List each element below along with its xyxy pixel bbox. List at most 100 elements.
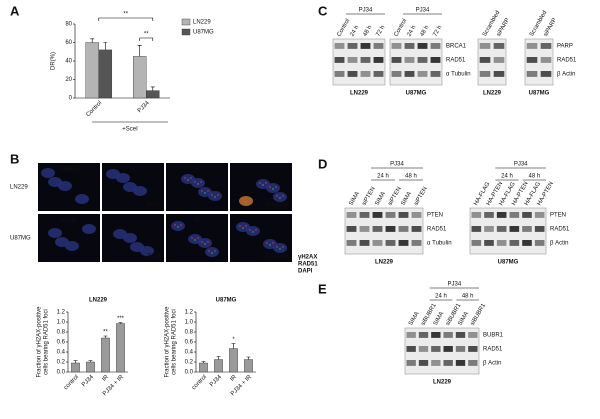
- blot-frame: [344, 207, 424, 255]
- nucleus: [48, 228, 62, 238]
- legend-label: RAD51: [298, 262, 318, 268]
- error-bar: [150, 86, 155, 91]
- bar: [199, 362, 208, 373]
- bar: [214, 359, 223, 373]
- tile-label: PJ34: [147, 203, 161, 209]
- focus: [249, 229, 251, 231]
- y-tick-label: 0.2: [57, 360, 66, 366]
- nucleus: [239, 196, 253, 206]
- band: [385, 212, 396, 218]
- band: [360, 71, 371, 77]
- tile-label: PJ34+IR: [266, 254, 290, 260]
- header-label: 24 h: [435, 294, 447, 300]
- band: [493, 43, 505, 49]
- x-tick-label: IR: [102, 374, 111, 383]
- band: [509, 212, 520, 218]
- y-axis-label: cells bearing RAD51 foci: [172, 309, 178, 375]
- focus: [282, 246, 284, 248]
- focus: [208, 250, 210, 252]
- y-tick-label: 40: [65, 59, 72, 65]
- band: [522, 240, 532, 246]
- band: [334, 57, 345, 63]
- header-label: 48 h: [462, 294, 474, 300]
- band: [484, 212, 494, 218]
- band: [372, 212, 383, 218]
- panel-label: E: [318, 281, 327, 296]
- y-tick-label: 0: [69, 96, 73, 102]
- band: [406, 360, 416, 366]
- y-tick-label: 1.2: [185, 310, 194, 316]
- blot-frame: [404, 327, 480, 375]
- error-bar: [231, 343, 236, 349]
- protein-label: RAD51: [427, 227, 447, 233]
- band: [493, 57, 505, 63]
- y-tick-label: 0.6: [185, 340, 194, 346]
- error-bar: [73, 360, 78, 363]
- band: [373, 71, 384, 77]
- legend-label: LN229: [193, 20, 211, 26]
- band: [430, 71, 441, 77]
- micrograph: [38, 214, 100, 262]
- band: [406, 346, 416, 352]
- focus: [279, 197, 281, 199]
- row-label: LN229: [10, 185, 28, 191]
- error-bar: [88, 360, 93, 362]
- band: [385, 240, 396, 246]
- focus: [207, 241, 209, 243]
- panel-label: C: [318, 3, 328, 18]
- focus: [211, 194, 213, 196]
- focus: [239, 225, 241, 227]
- band: [404, 71, 415, 77]
- band: [534, 226, 545, 232]
- band: [391, 57, 402, 63]
- bar: [98, 49, 113, 99]
- band: [418, 332, 429, 338]
- focus: [245, 201, 247, 203]
- y-tick-label: 0.4: [185, 350, 194, 356]
- y-tick-label: 0.8: [185, 330, 194, 336]
- cell-line-label: LN229: [350, 91, 369, 97]
- focus: [204, 243, 206, 245]
- tile-label: PJ34: [147, 254, 161, 260]
- lane-label: 24 h: [349, 25, 360, 38]
- row-label: U87MG: [10, 236, 31, 242]
- focus: [252, 231, 254, 233]
- band: [398, 212, 409, 218]
- band: [417, 57, 428, 63]
- significance: **: [144, 32, 149, 38]
- tile-label: control: [60, 167, 78, 173]
- band: [359, 226, 370, 232]
- nucleus: [181, 174, 195, 184]
- legend-swatch: [181, 28, 191, 36]
- band: [534, 212, 545, 218]
- band: [468, 332, 478, 338]
- band: [411, 240, 422, 246]
- y-tick-label: 0.8: [57, 330, 66, 336]
- band: [471, 240, 482, 246]
- band: [526, 57, 538, 63]
- header-label: PJ34: [447, 282, 461, 288]
- significance: **: [103, 330, 108, 336]
- error-bar: [118, 322, 123, 324]
- band: [398, 226, 409, 232]
- focus: [211, 252, 213, 254]
- band: [443, 346, 453, 352]
- error-bar: [246, 356, 251, 360]
- band: [372, 226, 383, 232]
- error-bar: [103, 42, 108, 50]
- focus: [255, 229, 257, 231]
- band: [417, 71, 428, 77]
- lane-label: 48 h: [419, 25, 430, 38]
- error-bar: [216, 356, 221, 360]
- band: [509, 240, 520, 246]
- lane-label: 24 h: [406, 25, 417, 38]
- tile-label: IR: [194, 167, 201, 173]
- band: [418, 360, 429, 366]
- y-tick-label: 0.4: [57, 350, 66, 356]
- band: [468, 360, 478, 366]
- band: [391, 43, 402, 49]
- focus: [207, 190, 209, 192]
- focus: [262, 184, 264, 186]
- protein-label: β Actin: [557, 72, 575, 78]
- band: [346, 240, 357, 246]
